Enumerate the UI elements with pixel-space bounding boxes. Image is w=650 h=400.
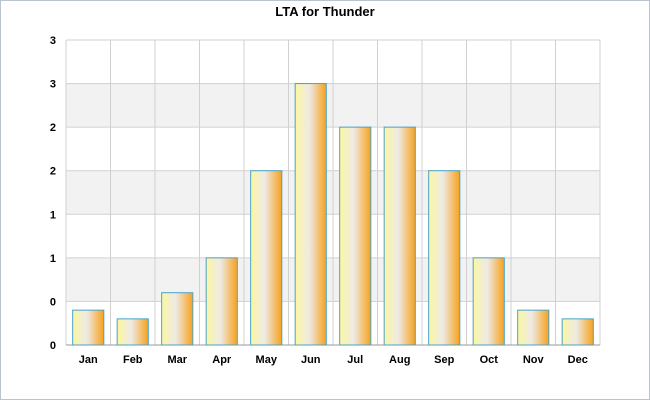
bar-aug (383, 126, 416, 346)
x-tick-label: Mar (167, 354, 187, 366)
bar-feb (116, 318, 149, 346)
x-tick-label: May (256, 354, 278, 366)
x-tick-label: Dec (568, 354, 588, 366)
x-tick-label: Feb (123, 354, 143, 366)
x-tick-label: Sep (434, 354, 454, 366)
bar-nov (517, 309, 550, 346)
x-tick-label: Apr (212, 354, 232, 366)
x-tick-label: Aug (389, 354, 410, 366)
bar-jun (294, 83, 327, 346)
y-tick-label: 0 (50, 296, 56, 308)
bar-apr (205, 257, 238, 346)
y-tick-label: 3 (50, 79, 56, 91)
y-tick-label: 3 (50, 35, 56, 47)
bar-jul (339, 126, 372, 346)
y-tick-label: 2 (50, 166, 56, 178)
bar-dec (561, 318, 594, 346)
bar-may (250, 170, 283, 346)
x-tick-label: Jul (347, 354, 363, 366)
x-tick-label: Nov (523, 354, 545, 366)
x-tick-label: Jun (301, 354, 321, 366)
x-tick-label: Oct (480, 354, 499, 366)
bar-sep (428, 170, 461, 346)
chart-title: LTA for Thunder (275, 4, 375, 19)
x-tick-label: Jan (79, 354, 98, 366)
y-tick-label: 0 (50, 340, 56, 352)
y-tick-label: 1 (50, 253, 56, 265)
bar-jan (72, 309, 105, 346)
bar-oct (472, 257, 505, 346)
bar-mar (161, 292, 194, 346)
y-tick-label: 2 (50, 122, 56, 134)
y-tick-label: 1 (50, 209, 56, 221)
